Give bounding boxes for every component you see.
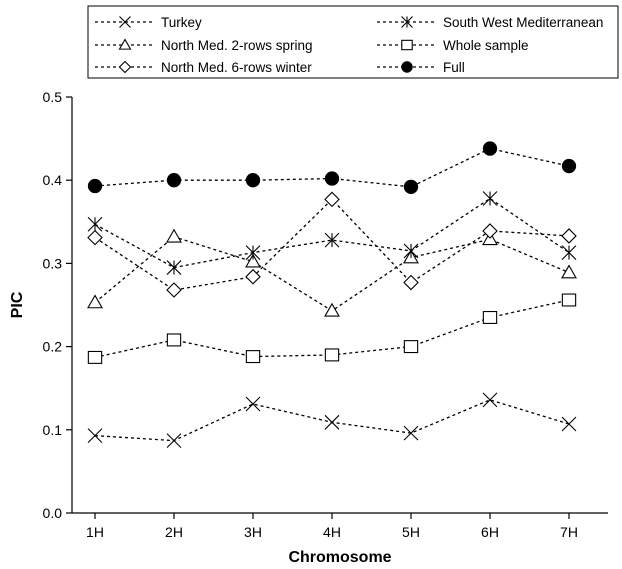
- series-south-west-mediterranean: [87, 191, 577, 275]
- y-tick-label: 0.3: [43, 255, 63, 271]
- legend-label: South West Mediterranean: [443, 15, 603, 30]
- legend-item: South West Mediterranean: [377, 15, 603, 30]
- y-tick-label: 0.0: [43, 505, 63, 521]
- data-point: [166, 433, 182, 449]
- data-point: [403, 274, 419, 291]
- data-point: [87, 178, 103, 194]
- y-tick-label: 0.4: [43, 172, 63, 188]
- data-point: [245, 253, 261, 268]
- axes: 0.0 0.1 0.2 0.3 0.4 0.5 1H 2H 3H 4H 5H 6H 7H: [43, 89, 608, 540]
- x-tick-label: 6H: [481, 524, 499, 540]
- x-axis-title: Chromosome: [288, 549, 391, 566]
- data-point: [482, 191, 498, 206]
- y-axis-title: PIC: [9, 291, 26, 318]
- data-point: [245, 350, 261, 364]
- x-tick-label: 4H: [323, 524, 341, 540]
- data-point: [87, 428, 103, 444]
- x-tick-label: 2H: [165, 524, 183, 540]
- legend-marker: [118, 60, 132, 74]
- data-point: [166, 333, 182, 347]
- legend-item: North Med. 2-rows spring: [95, 38, 313, 53]
- data-point: [561, 245, 577, 260]
- data-point: [482, 141, 498, 156]
- data-point: [324, 302, 340, 317]
- series-layer: [87, 141, 577, 449]
- data-point: [87, 350, 103, 364]
- data-point: [324, 232, 340, 248]
- legend-item: Full: [377, 60, 465, 75]
- data-point: [324, 348, 340, 362]
- legend-marker: [401, 39, 413, 51]
- data-point: [561, 264, 577, 279]
- legend-label: North Med. 6-rows winter: [161, 60, 312, 75]
- data-point: [561, 158, 577, 174]
- data-point: [245, 173, 261, 188]
- data-point: [166, 228, 182, 243]
- x-tick-label: 7H: [560, 524, 578, 540]
- data-point: [403, 179, 419, 195]
- x-tick-label: 5H: [402, 524, 420, 540]
- legend-item: North Med. 6-rows winter: [95, 60, 312, 75]
- data-point: [166, 260, 182, 275]
- data-point: [561, 293, 577, 307]
- legend-marker: [401, 61, 413, 73]
- legend-label: North Med. 2-rows spring: [161, 38, 313, 53]
- data-point: [245, 396, 261, 412]
- data-point: [87, 294, 103, 309]
- legend-marker: [118, 38, 132, 50]
- series-line: [94, 197, 570, 269]
- legend-label: Full: [443, 60, 465, 75]
- legend-marker: [401, 16, 413, 28]
- y-tick-label: 0.5: [43, 89, 63, 105]
- y-tick-label: 0.2: [43, 339, 63, 355]
- legend-marker: [119, 16, 131, 28]
- series-turkey: [87, 392, 577, 449]
- data-point: [324, 414, 340, 430]
- data-point: [403, 340, 419, 354]
- data-point: [324, 171, 340, 186]
- y-tick-label: 0.1: [43, 422, 63, 438]
- legend-item: Whole sample: [377, 38, 529, 53]
- series-line: [94, 236, 570, 312]
- data-point: [482, 392, 498, 408]
- series-whole-sample: [87, 293, 577, 364]
- data-point: [87, 216, 103, 232]
- data-point: [403, 243, 419, 259]
- data-point: [482, 223, 498, 239]
- series-full: [87, 141, 577, 195]
- legend-box: [87, 5, 619, 79]
- data-point: [245, 245, 261, 260]
- series-north-med-6-rows-winter: [87, 191, 577, 298]
- data-point: [482, 310, 498, 324]
- data-point: [324, 191, 340, 208]
- data-point: [245, 268, 261, 285]
- data-point: [561, 228, 577, 244]
- series-line: [94, 399, 570, 442]
- x-tick-label: 3H: [244, 524, 262, 540]
- legend-item: Turkey: [95, 15, 202, 30]
- data-point: [561, 416, 577, 432]
- legend-label: Whole sample: [443, 38, 529, 53]
- legend: Turkey North Med. 2-rows spring North Med.…: [87, 5, 619, 79]
- x-tick-label: 1H: [86, 524, 104, 540]
- data-point: [87, 229, 103, 246]
- legend-label: Turkey: [161, 15, 202, 30]
- data-point: [403, 425, 419, 441]
- data-point: [166, 173, 182, 188]
- data-point: [166, 282, 182, 298]
